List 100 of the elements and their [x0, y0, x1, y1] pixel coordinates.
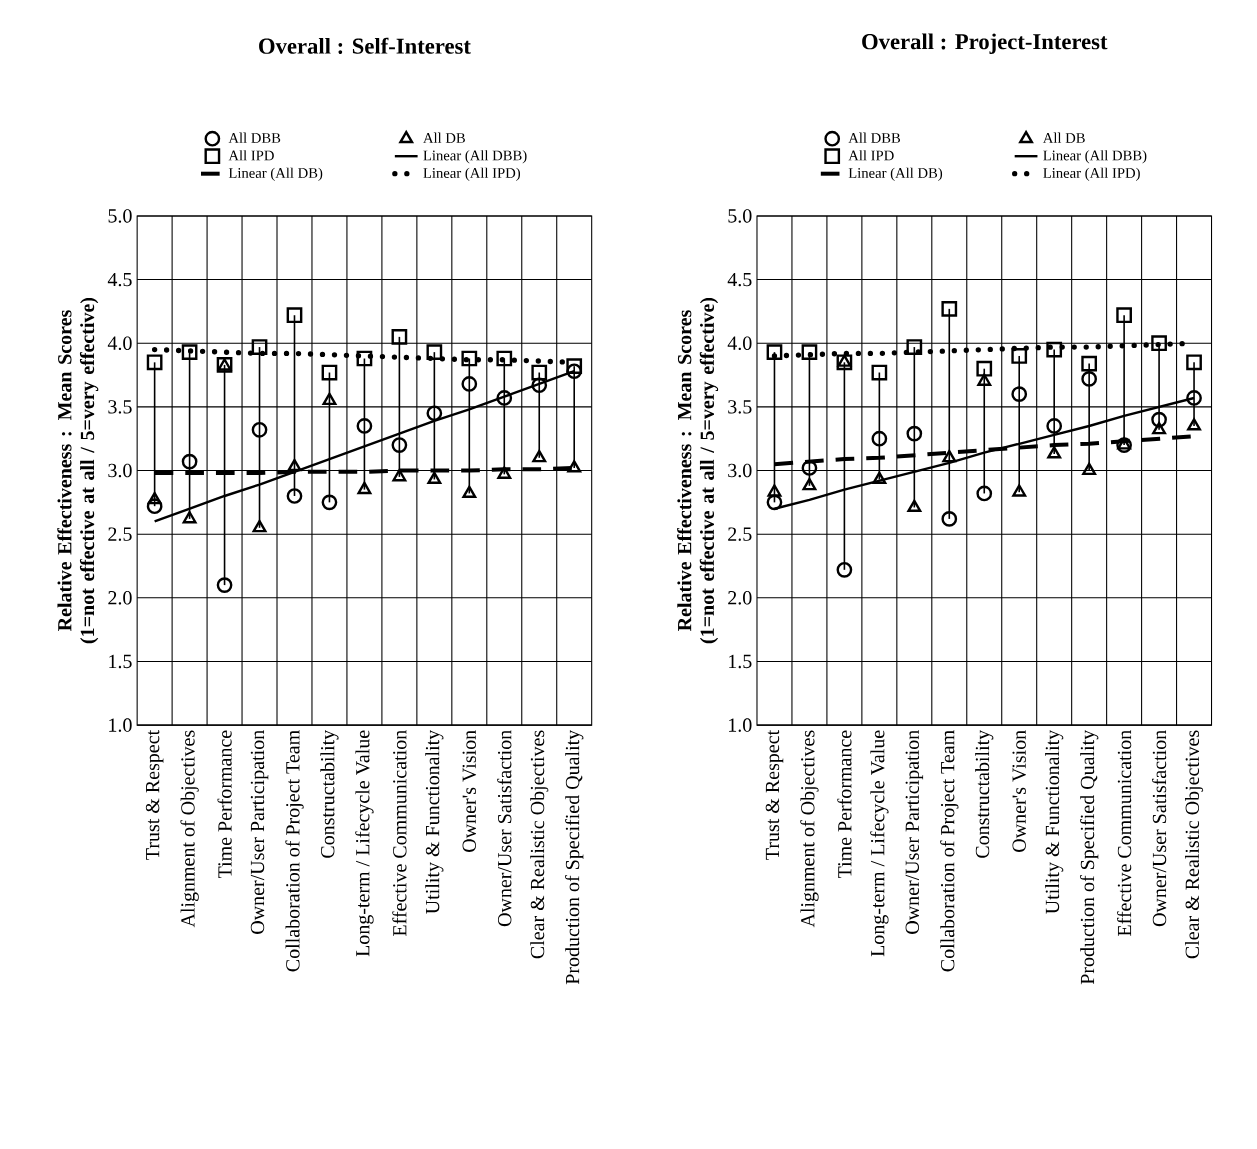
legend-label: All DB — [1042, 132, 1085, 143]
y-tick-label: 2.0 — [108, 591, 132, 605]
point — [496, 350, 513, 367]
point — [251, 339, 268, 355]
point — [1152, 421, 1167, 435]
point — [531, 364, 548, 381]
x-tick-label: Trust & Respect — [145, 729, 164, 860]
point — [1187, 418, 1202, 431]
point — [1081, 355, 1098, 372]
point — [496, 390, 513, 406]
point — [872, 471, 887, 484]
point — [252, 519, 267, 533]
point — [357, 481, 372, 495]
point — [801, 460, 818, 476]
point — [1046, 341, 1063, 358]
x-tick-label: Trust & Respect — [765, 729, 784, 860]
point — [1046, 418, 1063, 434]
point — [942, 449, 957, 463]
legend-label: All IPD — [228, 150, 274, 161]
y-tick-label: 2.5 — [108, 527, 132, 541]
x-tick-label: Long-term / Lifecycle Value — [870, 730, 889, 957]
point — [1116, 307, 1132, 324]
legend-label: All IPD — [848, 150, 894, 161]
y-tick-label: 4.0 — [107, 336, 132, 351]
y-tick-label: 1.5 — [109, 654, 132, 669]
x-tick-label: Owner/User Satisfaction — [497, 730, 512, 927]
x-tick-label: Clear & Realistic Objectives — [530, 730, 549, 959]
y-tick-label: 3.0 — [108, 463, 132, 478]
x-tick-label: Alignment of Objectives — [800, 730, 819, 928]
y-tick-label: 4.0 — [727, 336, 752, 351]
point — [146, 498, 163, 515]
point — [147, 491, 162, 505]
point — [356, 418, 373, 434]
point — [977, 373, 992, 386]
x-tick-label: Owner's Vision — [462, 730, 477, 852]
point — [906, 339, 923, 355]
point — [907, 499, 922, 512]
point — [181, 344, 198, 361]
x-tick-label: Time Performance — [217, 730, 232, 879]
point — [1186, 354, 1202, 371]
y-axis-title: Relative Effectiveness : Mean Scores (1=not effective at all / 5=very effective) — [677, 297, 719, 644]
point — [182, 511, 197, 524]
point — [766, 494, 783, 511]
point — [181, 453, 198, 470]
point — [216, 577, 233, 593]
point — [426, 405, 443, 422]
point — [767, 484, 782, 497]
y-tick-label: 3.5 — [728, 400, 752, 414]
y-tick-label: 2.5 — [728, 527, 752, 541]
point — [1081, 371, 1098, 387]
point — [1151, 411, 1167, 428]
point — [287, 458, 302, 472]
point — [566, 358, 583, 375]
point — [392, 469, 407, 482]
y-tick-label: 3.5 — [108, 400, 132, 414]
point — [1082, 462, 1097, 476]
x-tick-label: Alignment of Objectives — [180, 730, 199, 928]
point — [146, 354, 163, 371]
point — [1151, 335, 1167, 352]
y-axis-title: Relative Effectiveness : Mean Scores (1=not effective at all / 5=very effective) — [57, 297, 99, 644]
x-tick-label: Collaboration of Project Team — [285, 730, 304, 972]
point — [1011, 386, 1028, 403]
point — [321, 494, 338, 511]
point — [426, 344, 443, 361]
x-tick-label: Owner/User Participation — [250, 730, 269, 934]
point — [766, 344, 783, 361]
point — [836, 354, 853, 371]
point — [461, 376, 478, 392]
x-tick-label: Constructability — [975, 729, 994, 858]
x-tick-label: Utility & Functionality — [1045, 729, 1064, 914]
x-tick-label: Owner/User Satisfaction — [1151, 730, 1167, 927]
x-tick-label: Owner's Vision — [1012, 730, 1026, 852]
x-tick-label: Constructability — [320, 729, 339, 858]
y-tick-label: 4.5 — [727, 272, 752, 287]
y-tick-label: 1.0 — [729, 718, 752, 732]
point — [497, 466, 512, 479]
point — [322, 392, 337, 406]
point — [1047, 446, 1062, 459]
x-tick-label: Production of Specified Quality — [565, 729, 584, 985]
point — [286, 488, 303, 504]
y-tick-label: 2.0 — [728, 591, 752, 605]
point — [356, 350, 373, 367]
legend-label: All DBB — [228, 132, 281, 143]
point — [532, 449, 547, 463]
point — [531, 377, 548, 394]
chart-title: Overall : Project-Interest — [862, 33, 1108, 54]
point — [461, 350, 478, 367]
legend-label: Linear (All DB) — [848, 167, 943, 181]
y-tick-label: 4.5 — [107, 272, 132, 287]
point — [801, 344, 818, 361]
y-tick-label: 5.0 — [728, 209, 752, 223]
y-tick-label: 1.0 — [109, 718, 132, 732]
y-tick-label: 1.5 — [729, 654, 752, 669]
point — [976, 360, 993, 377]
point — [941, 511, 958, 527]
x-tick-label: Utility & Functionality — [425, 729, 444, 914]
point — [567, 460, 582, 473]
point — [1012, 484, 1027, 497]
x-tick-label: Effective Communication — [1116, 730, 1132, 936]
y-tick-label: 5.0 — [108, 209, 132, 223]
